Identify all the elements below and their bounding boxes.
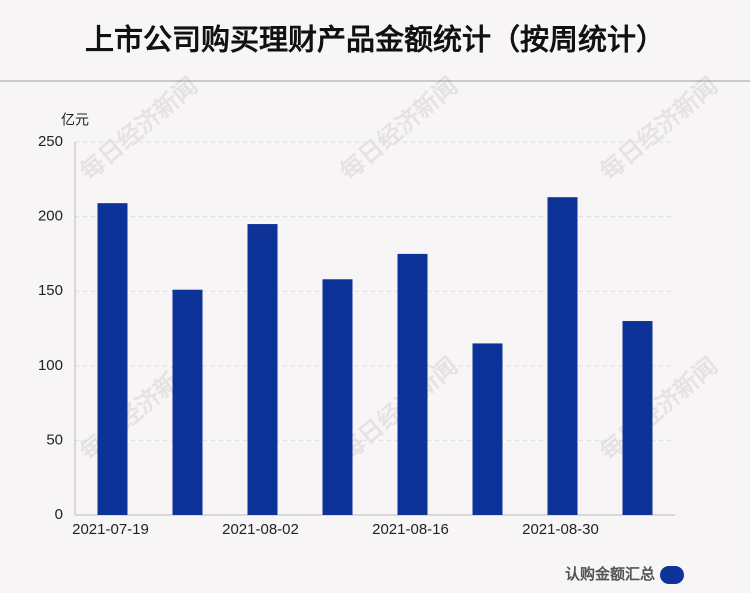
y-tick-label: 250 xyxy=(38,133,63,150)
bar xyxy=(322,279,353,515)
bar xyxy=(172,289,203,515)
y-tick-label: 150 xyxy=(38,282,63,299)
x-tick-label: 2021-08-16 xyxy=(372,521,449,538)
x-tick-label: 2021-07-19 xyxy=(72,521,149,538)
bar xyxy=(472,343,503,515)
y-unit: 亿元 xyxy=(61,112,89,128)
x-tick-label: 2021-08-30 xyxy=(522,521,599,538)
legend-label: 认购金额汇总 xyxy=(565,565,655,583)
legend-swatch xyxy=(660,566,684,584)
chart-title: 上市公司购买理财产品金额统计（按周统计） xyxy=(85,23,665,57)
y-tick-label: 0 xyxy=(55,506,63,523)
x-tick-label: 2021-08-02 xyxy=(222,521,299,538)
y-tick-label: 200 xyxy=(38,208,63,225)
bar xyxy=(397,253,428,515)
y-tick-label: 50 xyxy=(46,431,63,448)
bar xyxy=(622,321,653,515)
y-tick-label: 100 xyxy=(38,357,63,374)
bar xyxy=(247,224,278,515)
bar xyxy=(547,197,578,516)
bar xyxy=(97,203,128,515)
